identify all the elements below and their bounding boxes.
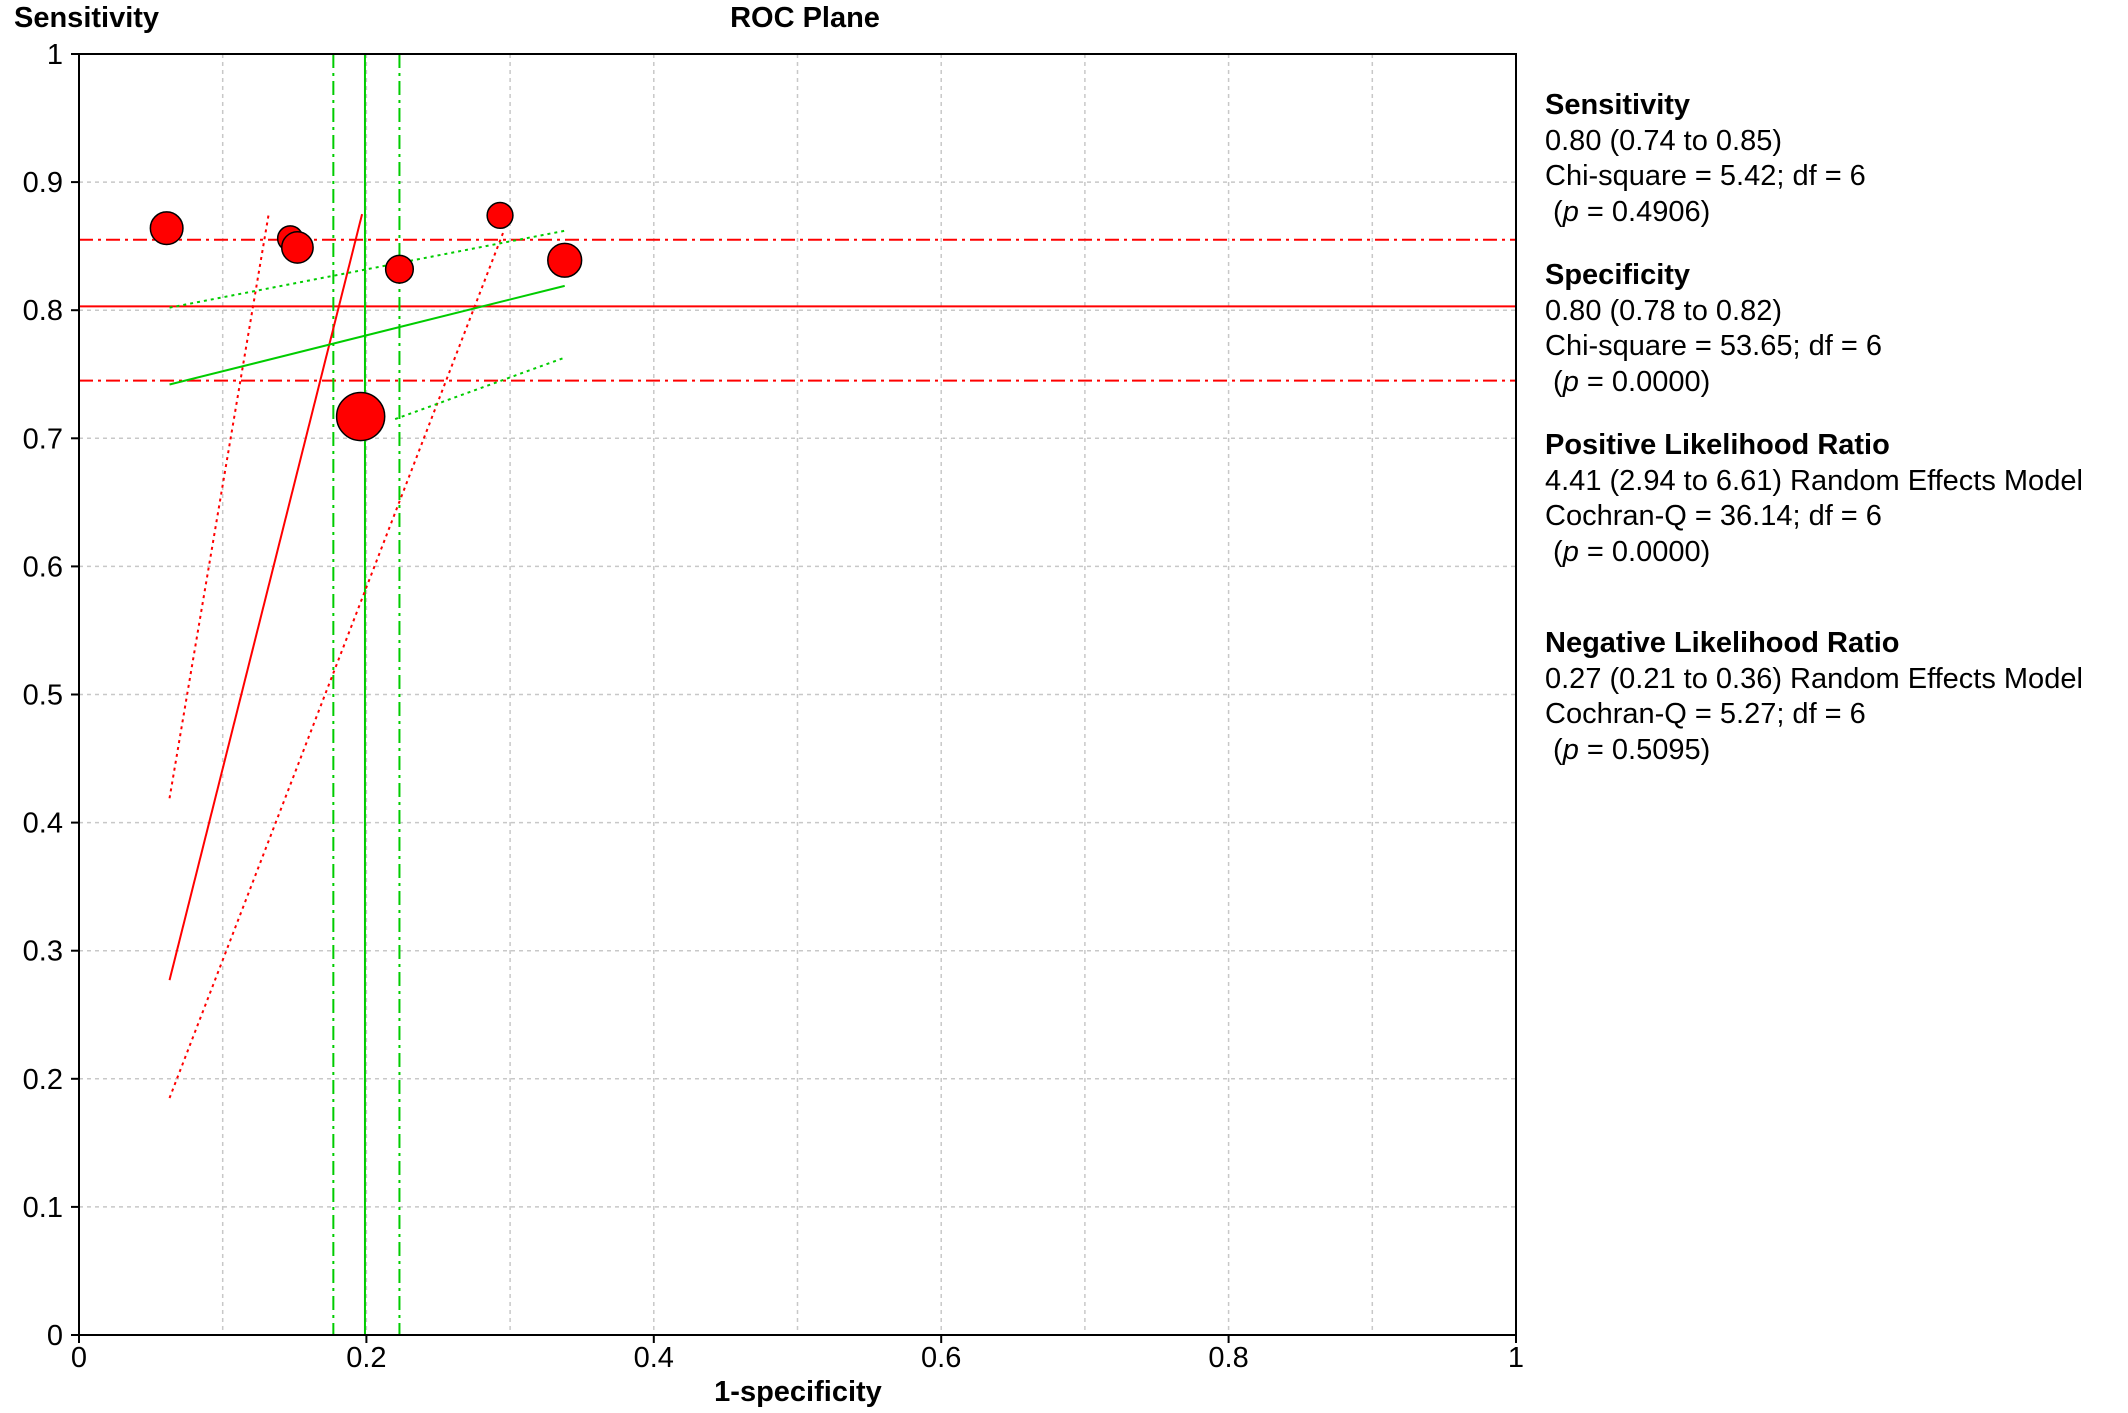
x-tick-label: 0.2	[346, 1342, 386, 1374]
summary-p-value: (p = 0.4906)	[1545, 195, 1711, 228]
summary-test: Chi-square = 53.65; df = 6	[1545, 330, 1882, 362]
summary-heading: Positive Likelihood Ratio	[1545, 429, 1890, 461]
x-tick-label: 0	[71, 1342, 87, 1374]
x-tick-label: 1	[1508, 1342, 1524, 1374]
y-axis-label: Sensitivity	[14, 2, 159, 34]
summary-sensitivity: Sensitivity 0.80 (0.74 to 0.85) Chi-squa…	[1545, 88, 2125, 230]
study-point	[547, 242, 583, 278]
summary-estimate: 0.80 (0.74 to 0.85)	[1545, 124, 1782, 157]
grid-lines	[79, 54, 1516, 1335]
summary-estimate: 4.41 (2.94 to 6.61) Random Effects Model	[1545, 464, 2083, 497]
summary-specificity: Specificity 0.80 (0.78 to 0.82) Chi-squa…	[1545, 258, 2125, 400]
pooled-reference-lines	[79, 54, 1516, 1335]
x-axis-label: 1-specificity	[714, 1376, 882, 1408]
y-tick-label: 0.1	[23, 1192, 63, 1224]
y-tick-label: 0.3	[23, 936, 63, 968]
study-point	[149, 211, 184, 246]
y-tick-label: 0.2	[23, 1064, 63, 1096]
y-tick-label: 0.4	[23, 808, 63, 840]
nlr-estimate-line	[169, 284, 565, 386]
summary-p-value: (p = 0.5095)	[1545, 733, 1711, 766]
summary-test: Cochran-Q = 5.27; df = 6	[1545, 698, 1866, 730]
x-tick-label: 0.4	[634, 1342, 674, 1374]
axis-ticks: 0 0.1 0.2 0.3 0.4 0.5 0.6 0.7 0.8 0.9 1 0 0.2 0.4 0.6 0…	[23, 39, 1524, 1374]
nlr-ci-line	[394, 356, 566, 421]
summary-p-value: (p = 0.0000)	[1545, 535, 1711, 568]
study-point	[384, 254, 415, 284]
summary-heading: Sensitivity	[1545, 89, 1691, 121]
study-points	[149, 201, 583, 442]
y-tick-label: 0.8	[23, 295, 63, 327]
study-point	[280, 231, 314, 264]
y-tick-label: 0	[47, 1320, 63, 1352]
plr-ci-line	[168, 213, 270, 799]
summary-negative-lr: Negative Likelihood Ratio 0.27 (0.21 to …	[1545, 626, 2125, 768]
y-tick-label: 0.5	[23, 680, 63, 712]
summary-p-value: (p = 0.0000)	[1545, 365, 1711, 398]
summary-heading: Negative Likelihood Ratio	[1545, 627, 1900, 659]
y-tick-label: 0.9	[23, 167, 63, 199]
y-tick-label: 0.7	[23, 423, 63, 455]
summary-panel: Sensitivity 0.80 (0.74 to 0.85) Chi-squa…	[1545, 88, 2125, 796]
study-point	[486, 201, 514, 230]
summary-estimate: 0.80 (0.78 to 0.82)	[1545, 294, 1782, 327]
summary-test: Chi-square = 5.42; df = 6	[1545, 160, 1866, 192]
x-tick-label: 0.8	[1208, 1342, 1248, 1374]
chart-title: ROC Plane	[730, 2, 880, 34]
summary-heading: Specificity	[1545, 259, 1691, 291]
summary-estimate: 0.27 (0.21 to 0.36) Random Effects Model	[1545, 662, 2083, 695]
summary-test: Cochran-Q = 36.14; df = 6	[1545, 500, 1882, 532]
y-tick-label: 1	[47, 39, 63, 71]
study-point	[335, 391, 386, 442]
x-tick-label: 0.6	[921, 1342, 961, 1374]
plr-ci-line	[168, 229, 506, 1099]
summary-positive-lr: Positive Likelihood Ratio 4.41 (2.94 to …	[1545, 428, 2125, 570]
plr-estimate-line	[168, 213, 364, 981]
y-tick-label: 0.6	[23, 551, 63, 583]
